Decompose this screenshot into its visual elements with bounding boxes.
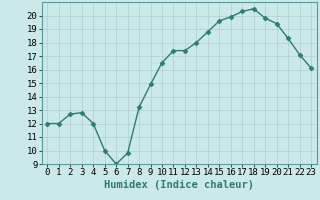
X-axis label: Humidex (Indice chaleur): Humidex (Indice chaleur) <box>104 180 254 190</box>
